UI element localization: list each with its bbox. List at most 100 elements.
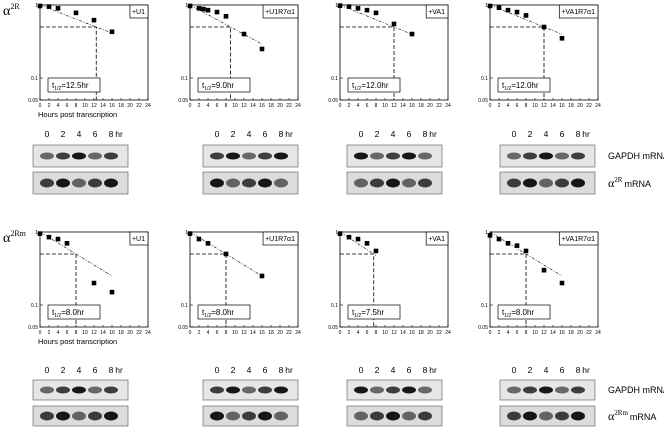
half-life-value: =12.0hr [361,81,389,90]
blot-strip [202,144,299,168]
blot-band [210,178,224,188]
blot-band [72,152,86,160]
x-tick-label: 10 [82,330,88,336]
blot-strip [499,171,596,195]
x-tick-label: 24 [295,330,301,336]
x-tick-label: 6 [366,103,369,109]
condition-label: +U1 [132,9,145,16]
data-point [241,31,247,37]
data-point [196,6,202,11]
blot-band [571,178,585,188]
blot-band [88,411,102,421]
blot-band [523,386,537,394]
x-tick-label: 18 [418,103,424,109]
half-life-box [497,304,551,320]
blot-band [258,178,272,188]
y-tick-label: 0.1 [331,303,338,309]
blot-band [274,178,288,188]
blot-band [258,386,272,394]
half-life-value: =12.5hr [61,81,89,90]
data-point [346,234,352,240]
lane-label: 8 [279,365,284,375]
condition-box [262,4,299,19]
half-life-value: =8.0hr [61,308,84,317]
x-tick-label: 22 [136,103,142,109]
blot-band [507,152,521,160]
data-point [373,10,379,16]
blot-band [370,411,384,421]
data-point [73,10,79,16]
half-life-box [347,77,401,93]
half-life-guide [490,253,527,327]
half-life-guide [40,253,77,327]
y-tick-label: 0.05 [328,325,338,331]
lane-label: 8 [109,129,114,139]
x-tick-label: 4 [207,330,210,336]
half-life-box [497,77,551,93]
blot-band [418,411,432,421]
x-tick-label: 2 [348,103,351,109]
condition-box [129,231,149,246]
row-label-symbol: α [3,231,11,246]
data-point [355,6,361,11]
y-tick-label: 0.1 [181,303,188,309]
x-tick-label: 12 [541,330,547,336]
lane-label: 8 [423,365,428,375]
blot-band [258,411,272,421]
data-point [55,6,61,11]
lane-label: 8 [576,365,581,375]
half-life-box [47,77,101,93]
y-tick-label: 1 [35,230,38,236]
blot-band [354,386,368,394]
x-tick-label: 8 [225,330,228,336]
lane-label: 4 [391,129,396,139]
y-tick-label: 0.05 [178,325,188,331]
data-point [514,9,520,15]
x-tick-label: 2 [498,330,501,336]
x-tick-label: 2 [48,330,51,336]
blot-band [539,386,553,394]
data-point [37,3,43,9]
x-tick-label: 8 [75,103,78,109]
y-tick-label: 0.05 [478,98,488,104]
blot-band [507,411,521,421]
data-point [201,6,206,12]
lane-label: 6 [560,129,565,139]
x-tick-label: 8 [375,330,378,336]
blot-band [370,152,384,160]
blot-band [226,411,240,421]
half-life-t: t [202,308,205,317]
x-tick-label: 0 [39,330,42,336]
data-point [337,3,343,8]
blot-band [104,152,118,160]
data-point [259,273,265,279]
blot-band [258,152,272,160]
x-tick-label: 20 [277,330,283,336]
blot-band [370,178,384,188]
lane-label: 6 [93,365,98,375]
lane-unit: hr [582,365,590,375]
half-life-value: =7.5hr [361,308,384,317]
x-tick-label: 24 [595,103,601,109]
x-tick-label: 10 [382,103,388,109]
target-suffix: mRNA [630,412,657,422]
blot-band [418,178,432,188]
half-life-box [47,304,101,320]
x-tick-label: 12 [91,103,97,109]
half-life-sub: 1/2 [354,86,361,92]
x-tick-label: 18 [568,330,574,336]
blot-strip [202,379,299,401]
blot-band [555,386,569,394]
blot-strip [32,405,129,427]
x-tick-label: 16 [409,330,415,336]
blot-band [539,152,553,160]
y-tick-label: 0.1 [481,303,488,309]
y-tick-label: 1 [335,230,338,236]
x-tick-label: 6 [66,103,69,109]
x-tick-label: 10 [82,103,88,109]
blot-band [386,411,400,421]
x-tick-label: 14 [550,330,556,336]
condition-box [129,4,149,19]
blot-band [56,178,70,188]
target-label: α2R mRNA [608,176,651,190]
